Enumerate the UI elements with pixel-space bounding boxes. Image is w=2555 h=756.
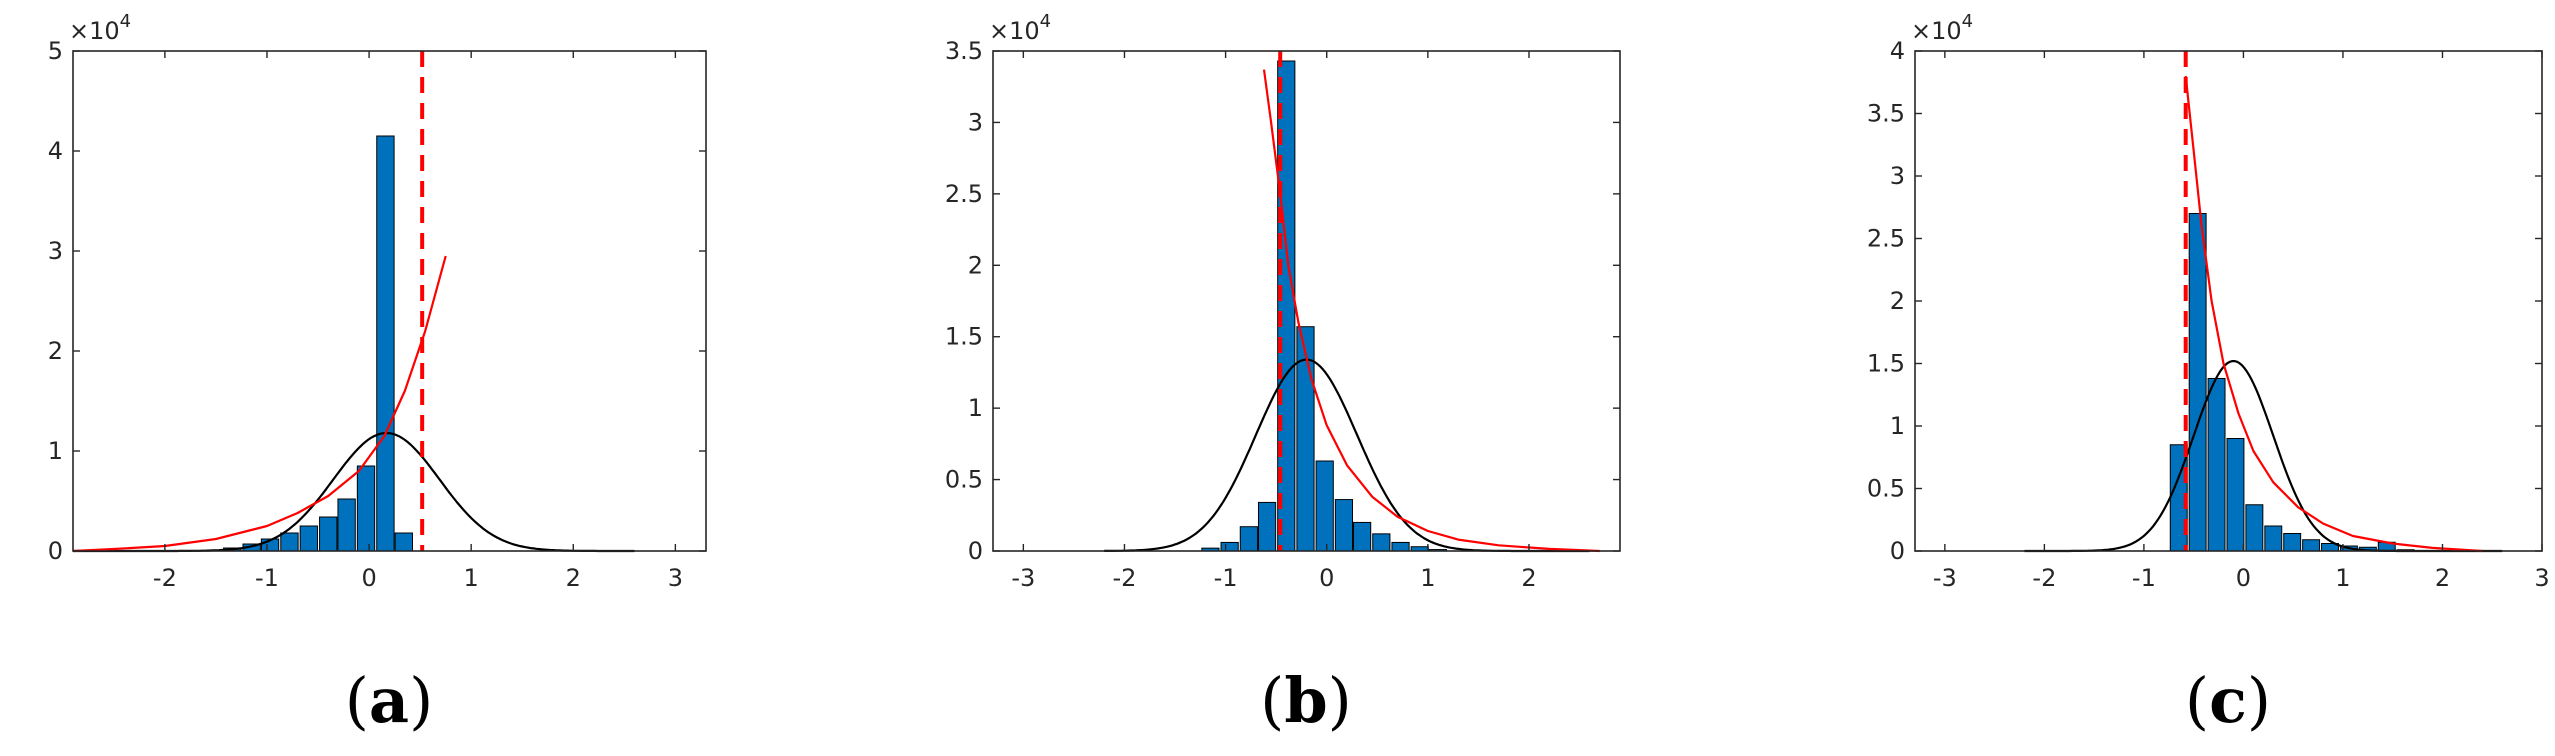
y-tick-label: 2 [1890,287,1905,315]
x-tick-label: 1 [464,564,479,592]
axis-multiplier-base: ×10 [1911,17,1962,45]
histogram-bar [319,516,338,552]
y-tick-label: 3 [48,237,63,265]
y-tick-label: 5 [48,37,63,65]
y-tick-label: 0 [1890,537,1905,565]
chart-panel-b: -3 -2 -1 0 1 2 0 0.5 1 1.5 2 2.5 3 3.5×104 (b) [945,11,1621,737]
y-tick-label: 0.5 [945,466,983,494]
red-fit-curve [2184,75,2483,553]
axis-multiplier-base: ×10 [989,17,1040,45]
x-tick-label: 0 [2236,564,2251,592]
x-tick-label: -2 [153,564,177,592]
histogram-bar [376,135,395,552]
histogram-bar [299,525,319,552]
histogram-bar [1239,526,1258,552]
histogram-bar [2245,504,2264,552]
x-tick-label: -1 [1214,564,1238,592]
panel-label: (c) [2185,664,2271,737]
x-tick-label: 2 [1521,564,1536,592]
x-tick-label: -1 [2132,564,2156,592]
histogram-bar [1353,521,1372,552]
x-tick-label: -1 [255,564,279,592]
histogram-bar [1391,541,1410,552]
histogram-bar [356,465,376,552]
axis-multiplier: ×104 [989,11,1051,45]
x-tick-label: 3 [2534,564,2549,592]
x-tick-label: 0 [361,564,376,592]
panel-label-close-paren: ) [409,664,433,737]
x-tick-label: -3 [1933,564,1957,592]
y-tick-label: 3 [1890,162,1905,190]
histogram-bar [1372,533,1391,552]
panel-label-open-paren: ( [1260,664,1284,737]
normal-fit-curve [2024,360,2503,553]
x-tick-label: 0 [1319,564,1334,592]
panel-label-letter: a [369,664,409,737]
histogram-bar [394,532,413,552]
panel-label-open-paren: ( [2185,664,2209,737]
x-tick-label: 1 [2335,564,2350,592]
x-tick-label: 1 [1420,564,1435,592]
y-tick-label: 4 [1890,37,1905,65]
histogram-bar [1257,501,1277,552]
y-tick-label: 0.5 [1867,475,1905,503]
y-tick-label: 2 [968,251,983,279]
histogram-bar [1334,499,1354,552]
y-tick-label: 2.5 [945,180,983,208]
y-tick-label: 3.5 [945,37,983,65]
histogram-bar [2226,438,2245,552]
histogram-bar [2188,213,2207,552]
panel-label-open-paren: ( [345,664,369,737]
panel-label-letter: c [2209,664,2247,737]
y-tick-label: 0 [968,537,983,565]
y-tick-label: 3.5 [1867,100,1905,128]
chart-panel-c: -3 -2 -1 0 1 2 3 0 0.5 1 1.5 2 2.5 3 3.5 4×104 (c) [1867,11,2550,737]
axis-multiplier: ×104 [1911,11,1973,45]
histogram-bar [2302,539,2321,552]
y-tick-label: 1.5 [945,323,983,351]
x-tick-label: 3 [668,564,683,592]
histogram-bar [1220,541,1239,552]
y-tick-label: 2 [48,337,63,365]
red-fit-curve [1262,69,1600,553]
red-fit-curve [72,255,447,553]
axis-multiplier-exponent: 4 [1962,11,1973,32]
panel-label: (a) [345,664,434,737]
y-tick-label: 2.5 [1867,225,1905,253]
y-tick-label: 0 [48,537,63,565]
histogram-bar [280,532,299,552]
axis-multiplier-base: ×10 [69,17,120,45]
histogram-bar [2207,378,2226,552]
axis-multiplier: ×104 [69,11,131,45]
x-tick-label: -3 [1011,564,1035,592]
panel-label-close-paren: ) [2247,664,2271,737]
histogram-bar [2283,533,2302,552]
axes-box [992,50,1621,552]
panel-label-close-paren: ) [1328,664,1352,737]
axes-box [72,50,707,552]
panel-label: (b) [1260,664,1352,737]
y-tick-label: 1 [1890,412,1905,440]
axis-multiplier-exponent: 4 [1040,11,1051,32]
y-tick-label: 1.5 [1867,350,1905,378]
x-tick-label: 2 [566,564,581,592]
histogram-bar [1315,460,1334,552]
y-tick-label: 1 [968,394,983,422]
y-tick-label: 1 [48,437,63,465]
y-tick-label: 3 [968,108,983,136]
axis-multiplier-exponent: 4 [120,11,131,32]
x-tick-label: 2 [2435,564,2450,592]
x-tick-label: -2 [1112,564,1136,592]
histogram-bar [337,498,356,552]
y-tick-label: 4 [48,137,63,165]
x-tick-label: -2 [2032,564,2056,592]
panel-label-letter: b [1284,664,1327,737]
histogram-bar [2264,525,2283,552]
